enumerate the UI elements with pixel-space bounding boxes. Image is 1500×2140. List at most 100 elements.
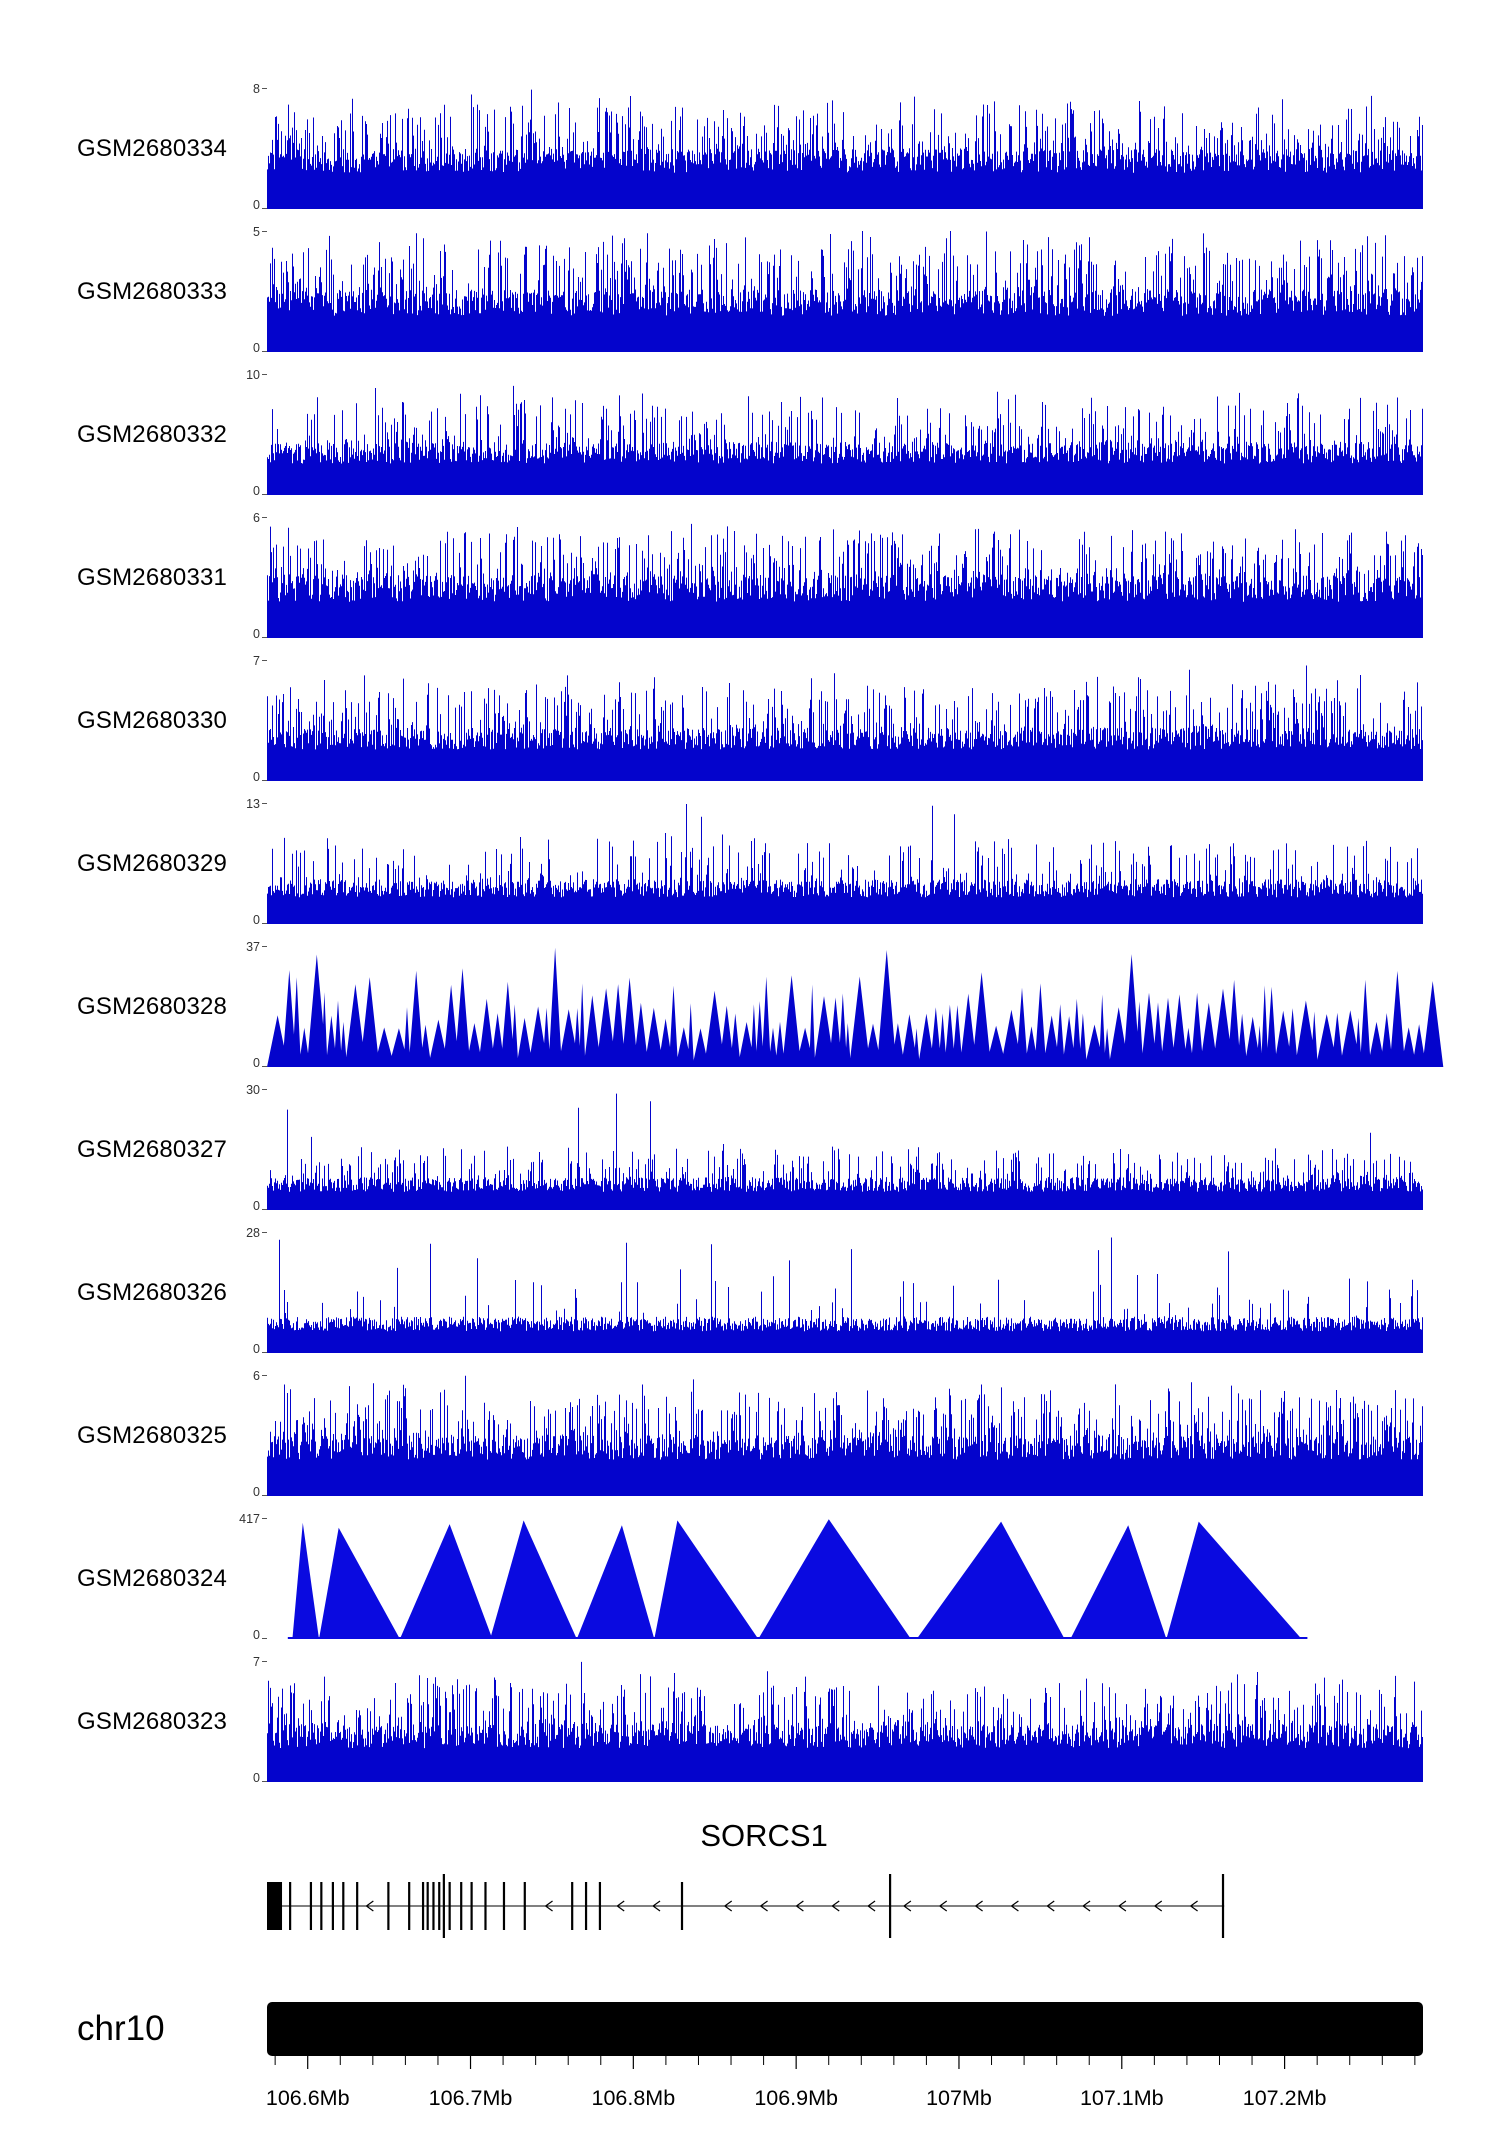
coverage-track-plot [262,231,1423,352]
coverage-track-plot [262,1518,1308,1639]
coverage-track-plot [262,1089,1423,1210]
strand-arrow-icon [723,1900,733,1912]
gene-first-exon-box [267,1882,283,1930]
track-row-3: GSM2680332 10 0 [0,369,1500,517]
strand-arrow-icon [1117,1900,1127,1912]
track-row-1: GSM2680334 8 0 [0,83,1500,231]
strand-arrow-icon [1189,1900,1198,1912]
coverage-tracks: GSM2680334 8 0 GSM2680333 5 0 GSM2680332 10 0 GSM… [0,83,1500,1804]
y-axis-min-label: 0 [253,1198,260,1213]
track-label: GSM2680334 [77,134,228,162]
y-axis-max-label: 13 [246,797,260,811]
y-axis-min-label: 0 [253,1627,260,1642]
track-label: GSM2680333 [77,277,228,305]
strand-arrow-icon [1082,1900,1091,1912]
track-plot: 417 0 [239,1513,1423,1641]
coverage-signal [267,665,1423,781]
track-label: GSM2680327 [77,1135,228,1163]
y-axis-min-label: 0 [253,340,260,355]
track-label: GSM2680325 [77,1421,228,1449]
y-axis-min-label: 0 [253,912,260,927]
track-row-7: GSM2680328 37 0 [0,941,1500,1089]
axis-tick-label: 107.1Mb [1080,2086,1164,2110]
coverage-signal [267,1661,1423,1782]
track-label: GSM2680329 [77,849,228,877]
coverage-track-plot [262,660,1423,781]
track-label: GSM2680331 [77,563,228,591]
strand-arrow-icon [902,1900,912,1912]
coverage-signal [267,231,1423,352]
coverage-signal [267,523,1423,638]
coverage-signal [267,385,1423,495]
coverage-signal [267,804,1423,924]
y-axis-max-label: 6 [253,1369,260,1383]
track-row-12: GSM2680323 7 0 [0,1656,1500,1804]
axis-tick-label: 106.9Mb [754,2086,838,2110]
coverage-track-plot [262,1375,1423,1496]
strand-arrow-icon [365,1900,374,1912]
strand-arrow-icon [795,1900,804,1912]
coverage-peaks [292,1519,1302,1639]
y-axis-min-label: 0 [253,769,260,784]
y-axis-min-label: 0 [253,626,260,641]
track-row-6: GSM2680329 13 0 [0,798,1500,946]
axis-tick-label: 107.2Mb [1243,2086,1327,2110]
strand-arrow-icon [1153,1900,1163,1912]
track-plot: 30 0 [246,1084,1423,1212]
chromosome-ideogram-bar [267,2002,1423,2056]
track-plot: 37 0 [246,941,1444,1069]
track-row-8: GSM2680327 30 0 [0,1084,1500,1232]
strand-arrow-icon [938,1900,948,1912]
y-axis-max-label: 30 [246,1083,260,1097]
track-plot: 28 0 [246,1227,1423,1355]
strand-arrow-icon [652,1900,661,1912]
coverage-signal [267,947,1444,1067]
y-axis-max-label: 417 [239,1512,260,1526]
track-plot: 13 0 [246,798,1423,926]
y-axis-min-label: 0 [253,1341,260,1356]
y-axis-min-label: 0 [253,197,260,212]
track-label: GSM2680323 [77,1707,228,1735]
y-axis-max-label: 6 [253,511,260,525]
axis-tick-label: 107Mb [926,2086,992,2110]
track-row-2: GSM2680333 5 0 [0,226,1500,374]
strand-arrow-icon [544,1900,553,1912]
gene-annotation-section: SORCS1 [0,1818,1500,1958]
y-axis-max-label: 7 [253,1655,260,1669]
track-row-4: GSM2680331 6 0 [0,512,1500,660]
track-label: GSM2680328 [77,992,228,1020]
coverage-track-plot [262,374,1423,495]
gene-name: SORCS1 [700,1818,828,1853]
y-axis-max-label: 8 [253,82,260,96]
coverage-track-plot [262,946,1444,1067]
track-label: GSM2680332 [77,420,228,448]
strand-arrow-icon [831,1900,840,1912]
coverage-signal [267,1237,1423,1353]
coverage-track-plot [262,1661,1423,1782]
coverage-signal [267,89,1423,209]
axis-tick-label: 106.6Mb [266,2086,350,2110]
coverage-track-plot [262,88,1423,209]
y-axis-max-label: 5 [253,225,260,239]
strand-arrow-icon [867,1900,876,1912]
coverage-track-plot [262,517,1423,638]
strand-arrow-icon [1010,1900,1019,1912]
axis-tick-label: 106.7Mb [429,2086,513,2110]
y-axis-max-label: 28 [246,1226,260,1240]
y-axis-max-label: 10 [246,368,260,382]
axis-tick-label: 106.8Mb [592,2086,676,2110]
coverage-track-plot [262,1232,1423,1353]
strand-arrow-icon [974,1900,983,1912]
strand-arrow-icon [759,1900,768,1912]
track-label: GSM2680330 [77,706,228,734]
strand-arrow-icon [616,1900,625,1912]
track-label: GSM2680326 [77,1278,228,1306]
coverage-signal [267,1375,1423,1496]
y-axis-max-label: 7 [253,654,260,668]
strand-arrow-icon [1046,1900,1055,1912]
